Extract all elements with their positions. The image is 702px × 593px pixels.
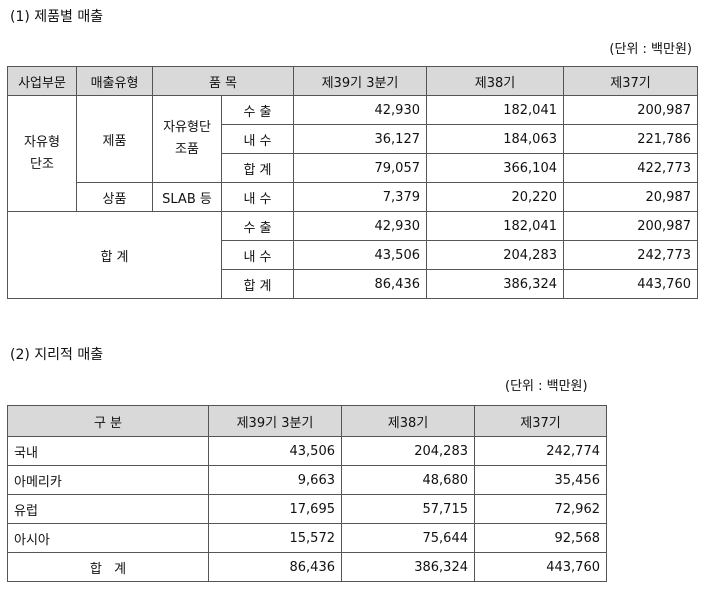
value-cell: 86,436 [208, 552, 342, 582]
value-cell: 17,695 [208, 494, 342, 524]
value-cell: 43,506 [208, 436, 342, 466]
header-period-37: 제37기 [563, 66, 698, 96]
header-period-38: 제38기 [426, 66, 564, 96]
total-label: 합 계 [7, 211, 222, 299]
product-sales-table: 사업부문 매출유형 품 목 제39기 3분기 제38기 제37기 자유형 단조 … [7, 66, 698, 299]
value-cell: 184,063 [426, 124, 564, 154]
value-cell: 366,104 [426, 153, 564, 183]
table-row: 상품 SLAB 등 내 수 7,379 20,220 20,987 [8, 182, 698, 212]
section2-unit: (단위 : 백만원) [505, 379, 588, 394]
table-row: 자유형 단조 제품 자유형단 조품 수 출 42,930 182,041 200… [7, 95, 698, 212]
value-cell: 200,987 [563, 95, 698, 125]
region-label: 아시아 [7, 523, 209, 553]
table-header-row: 구 분 제39기 3분기 제38기 제37기 [7, 405, 607, 437]
header-period-38: 제38기 [341, 405, 475, 437]
sub-label: 합 계 [221, 153, 294, 183]
value-cell: 57,715 [341, 494, 475, 524]
value-cell: 422,773 [563, 153, 698, 183]
value-cell: 43,506 [293, 240, 427, 270]
table-row: 유럽 17,695 57,715 72,962 [7, 494, 607, 524]
value-cell: 86,436 [293, 269, 427, 299]
value-cell: 42,930 [293, 95, 427, 125]
sub-label: 합 계 [221, 269, 294, 299]
value-cell: 15,572 [208, 523, 342, 553]
value-cell: 204,283 [341, 436, 475, 466]
business-cell: 자유형 단조 [7, 95, 77, 212]
region-label: 아메리카 [7, 465, 209, 495]
value-cell: 386,324 [341, 552, 475, 582]
value-cell: 36,127 [293, 124, 427, 154]
region-label: 유럽 [7, 494, 209, 524]
value-cell: 20,220 [426, 182, 564, 212]
section1-unit: (단위 : 백만원) [609, 42, 692, 57]
value-cell: 182,041 [426, 95, 564, 125]
value-cell: 242,773 [563, 240, 698, 270]
value-cell: 7,379 [293, 182, 427, 212]
table-row: 아시아 15,572 75,644 92,568 [7, 523, 607, 553]
value-cell: 9,663 [208, 465, 342, 495]
section2-title: (2) 지리적 매출 [10, 347, 104, 363]
value-cell: 48,680 [341, 465, 475, 495]
table-row: 아메리카 9,663 48,680 35,456 [7, 465, 607, 495]
header-sales-type: 매출유형 [76, 66, 153, 96]
table-row: 국내 43,506 204,283 242,774 [7, 436, 607, 466]
value-cell: 242,774 [474, 436, 607, 466]
value-cell: 386,324 [426, 269, 564, 299]
table-row: 합 계 수 출 42,930 182,041 200,987 [7, 211, 698, 299]
table-row: 합 계 79,057 366,104 422,773 [8, 153, 698, 183]
sales-type-product: 제품 [76, 95, 153, 183]
value-cell: 42,930 [293, 211, 427, 241]
header-item: 품 목 [152, 66, 294, 96]
header-business: 사업부문 [7, 66, 77, 96]
region-label: 국내 [7, 436, 209, 466]
table-row: 합 계 86,436 386,324 443,760 [8, 269, 698, 299]
item-forged-product: 자유형단 조품 [152, 95, 222, 183]
item-slab: SLAB 등 [152, 182, 222, 212]
value-cell: 204,283 [426, 240, 564, 270]
value-cell: 79,057 [293, 153, 427, 183]
value-cell: 221,786 [563, 124, 698, 154]
value-cell: 72,962 [474, 494, 607, 524]
header-category: 구 분 [7, 405, 209, 437]
value-cell: 182,041 [426, 211, 564, 241]
sub-label: 수 출 [221, 95, 294, 125]
header-period-39q3: 제39기 3분기 [208, 405, 342, 437]
value-cell: 443,760 [474, 552, 607, 582]
sub-label: 내 수 [221, 240, 294, 270]
total-label: 합 계 [7, 552, 209, 582]
value-cell: 75,644 [341, 523, 475, 553]
table-row: 내 수 43,506 204,283 242,773 [8, 240, 698, 270]
table-row: 내 수 36,127 184,063 221,786 [8, 124, 698, 154]
value-cell: 92,568 [474, 523, 607, 553]
table-row: 합 계 86,436 386,324 443,760 [7, 552, 607, 582]
value-cell: 200,987 [563, 211, 698, 241]
section1-title: (1) 제품별 매출 [10, 9, 104, 25]
value-cell: 443,760 [563, 269, 698, 299]
sub-label: 내 수 [221, 182, 294, 212]
header-period-39q3: 제39기 3분기 [293, 66, 427, 96]
sub-label: 내 수 [221, 124, 294, 154]
sales-type-goods: 상품 [76, 182, 153, 212]
value-cell: 35,456 [474, 465, 607, 495]
geographic-sales-table: 구 분 제39기 3분기 제38기 제37기 국내 43,506 204,283… [7, 405, 607, 582]
value-cell: 20,987 [563, 182, 698, 212]
sub-label: 수 출 [221, 211, 294, 241]
table-header-row: 사업부문 매출유형 품 목 제39기 3분기 제38기 제37기 [7, 66, 698, 96]
header-period-37: 제37기 [474, 405, 607, 437]
